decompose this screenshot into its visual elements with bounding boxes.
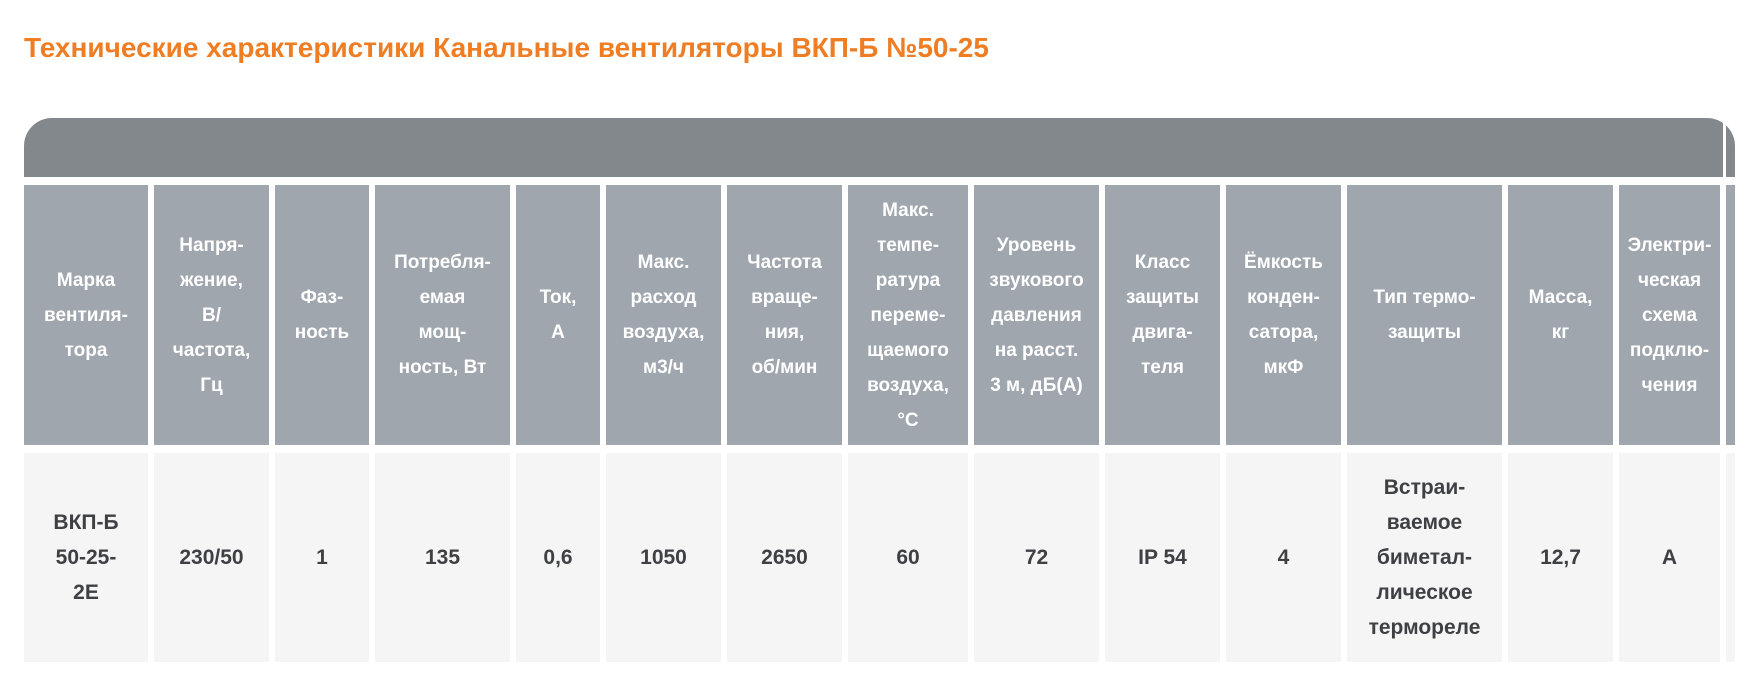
column-separator-line: [1723, 118, 1726, 177]
table-column: Ёмкость конден- сатора, мкФ 4: [1226, 185, 1341, 662]
table-cell: 72: [974, 453, 1099, 662]
spec-table: Марка вентиля- тора ВКП-Б 50-25- 2Е Напр…: [24, 185, 1735, 662]
column-header-cell: Тип термо- защиты: [1347, 185, 1502, 445]
column-header-cell: Макс. расход воздуха, м3/ч: [606, 185, 721, 445]
table-cell: Встраи- ваемое биметал- лическое терморе…: [1347, 453, 1502, 662]
table-column-clipped: [1726, 185, 1735, 662]
column-header-cell: Потребля- емая мощ- ность, Вт: [375, 185, 510, 445]
table-column: Уровень звукового давления на расст. 3 м…: [974, 185, 1099, 662]
table-column: Масса, кг 12,7: [1508, 185, 1613, 662]
column-header-cell: Марка вентиля- тора: [24, 185, 148, 445]
table-column: Макс. темпе- ратура переме- щаемого возд…: [848, 185, 968, 662]
table-cell: 12,7: [1508, 453, 1613, 662]
table-column: Потребля- емая мощ- ность, Вт 135: [375, 185, 510, 662]
spec-table-card: Марка вентиля- тора ВКП-Б 50-25- 2Е Напр…: [24, 118, 1735, 662]
table-column: Электри- ческая схема подклю- чения А: [1619, 185, 1720, 662]
table-column: Марка вентиля- тора ВКП-Б 50-25- 2Е: [24, 185, 148, 662]
table-cell: А: [1619, 453, 1720, 662]
column-header-cell: [1726, 185, 1735, 445]
table-cell: 60: [848, 453, 968, 662]
table-cell: 4: [1226, 453, 1341, 662]
table-column: Тип термо- защиты Встраи- ваемое биметал…: [1347, 185, 1502, 662]
column-header-cell: Ток, А: [516, 185, 600, 445]
column-header-cell: Ёмкость конден- сатора, мкФ: [1226, 185, 1341, 445]
table-cell: 1: [275, 453, 369, 662]
table-cell: ВКП-Б 50-25- 2Е: [24, 453, 148, 662]
column-header-cell: Фаз- ность: [275, 185, 369, 445]
column-header-cell: Напря- жение, В/ частота, Гц: [154, 185, 269, 445]
column-header-cell: Макс. темпе- ратура переме- щаемого возд…: [848, 185, 968, 445]
table-cell: 0,6: [516, 453, 600, 662]
table-column: Макс. расход воздуха, м3/ч 1050: [606, 185, 721, 662]
table-column: Частота враще- ния, об/мин 2650: [727, 185, 842, 662]
column-header-cell: Уровень звукового давления на расст. 3 м…: [974, 185, 1099, 445]
table-column: Фаз- ность 1: [275, 185, 369, 662]
table-cell: [1726, 453, 1735, 662]
table-column: Ток, А 0,6: [516, 185, 600, 662]
table-cell: IP 54: [1105, 453, 1220, 662]
table-cell: 135: [375, 453, 510, 662]
table-column: Напря- жение, В/ частота, Гц 230/50: [154, 185, 269, 662]
table-cell: 2650: [727, 453, 842, 662]
table-column: Класс защиты двига- теля IP 54: [1105, 185, 1220, 662]
column-header-cell: Класс защиты двига- теля: [1105, 185, 1220, 445]
table-top-bar: [24, 118, 1735, 177]
table-cell: 230/50: [154, 453, 269, 662]
page-title: Технические характеристики Канальные вен…: [24, 31, 989, 63]
column-header-cell: Электри- ческая схема подклю- чения: [1619, 185, 1720, 445]
column-header-cell: Частота враще- ния, об/мин: [727, 185, 842, 445]
column-header-cell: Масса, кг: [1508, 185, 1613, 445]
table-cell: 1050: [606, 453, 721, 662]
